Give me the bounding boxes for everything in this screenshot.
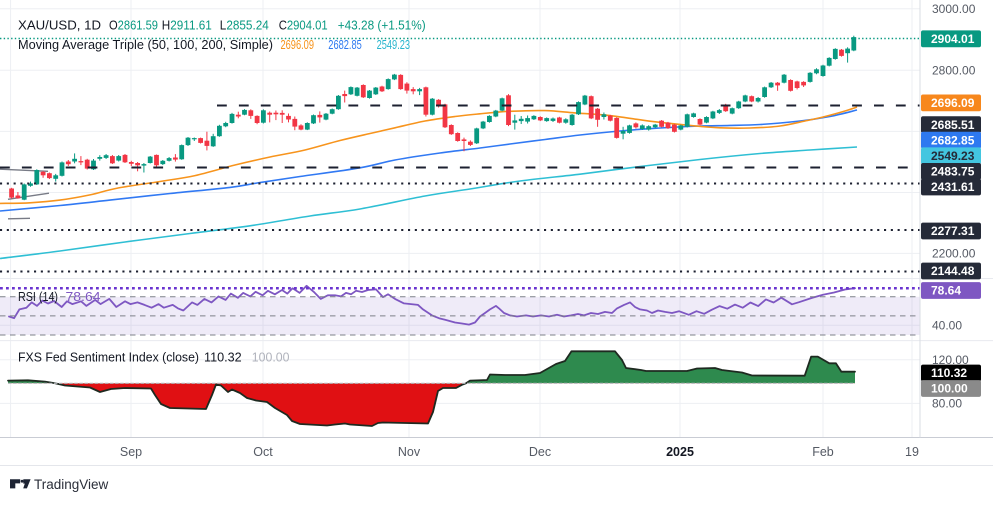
svg-text:100.00: 100.00	[931, 382, 968, 396]
svg-text:2549.23: 2549.23	[377, 37, 411, 52]
svg-text:Moving Average Triple (50, 100: Moving Average Triple (50, 100, 200, Sim…	[18, 37, 273, 52]
svg-text:2682.85: 2682.85	[328, 37, 362, 52]
svg-text:110.32: 110.32	[931, 366, 967, 380]
svg-text:100.00: 100.00	[252, 349, 290, 364]
svg-text:L2855.24: L2855.24	[220, 17, 269, 32]
svg-text:2904.01: 2904.01	[931, 32, 975, 46]
svg-text:Nov: Nov	[398, 445, 421, 459]
svg-text:78.64: 78.64	[931, 284, 961, 298]
svg-text:2682.85: 2682.85	[931, 133, 975, 147]
svg-text:+43.28 (+1.51%): +43.28 (+1.51%)	[338, 17, 426, 32]
svg-text:C2904.01: C2904.01	[279, 17, 328, 32]
svg-text:Sep: Sep	[120, 445, 142, 459]
svg-text:Oct: Oct	[253, 445, 273, 459]
svg-text:2025: 2025	[666, 445, 694, 459]
svg-text:2549.23: 2549.23	[931, 149, 975, 163]
svg-text:19: 19	[905, 445, 919, 459]
svg-text:2483.75: 2483.75	[931, 165, 975, 179]
svg-text:2696.09: 2696.09	[931, 96, 975, 110]
svg-text:2144.48: 2144.48	[931, 264, 975, 278]
svg-text:FXS Fed Sentiment Index (close: FXS Fed Sentiment Index (close)	[18, 349, 199, 364]
svg-text:2685.51: 2685.51	[931, 118, 975, 132]
svg-text:2200.00: 2200.00	[932, 247, 976, 261]
svg-text:Feb: Feb	[812, 445, 834, 459]
svg-text:RSI (14): RSI (14)	[18, 289, 58, 304]
svg-text:3000.00: 3000.00	[932, 2, 976, 16]
svg-text:2431.61: 2431.61	[931, 180, 975, 194]
svg-text:Dec: Dec	[529, 445, 551, 459]
svg-text:2696.09: 2696.09	[281, 37, 315, 52]
svg-text:120.00: 120.00	[932, 353, 969, 367]
svg-text:O2861.59: O2861.59	[109, 17, 158, 32]
svg-text:78.64: 78.64	[66, 289, 101, 304]
svg-text:XAU/USD, 1D: XAU/USD, 1D	[18, 17, 101, 32]
svg-text:2277.31: 2277.31	[931, 224, 975, 238]
svg-text:H2911.61: H2911.61	[162, 17, 212, 32]
svg-text:2800.00: 2800.00	[932, 64, 976, 78]
svg-text:40.00: 40.00	[932, 319, 962, 333]
svg-text:TradingView: TradingView	[34, 477, 109, 492]
svg-text:110.32: 110.32	[204, 349, 242, 364]
svg-text:80.00: 80.00	[932, 397, 962, 411]
